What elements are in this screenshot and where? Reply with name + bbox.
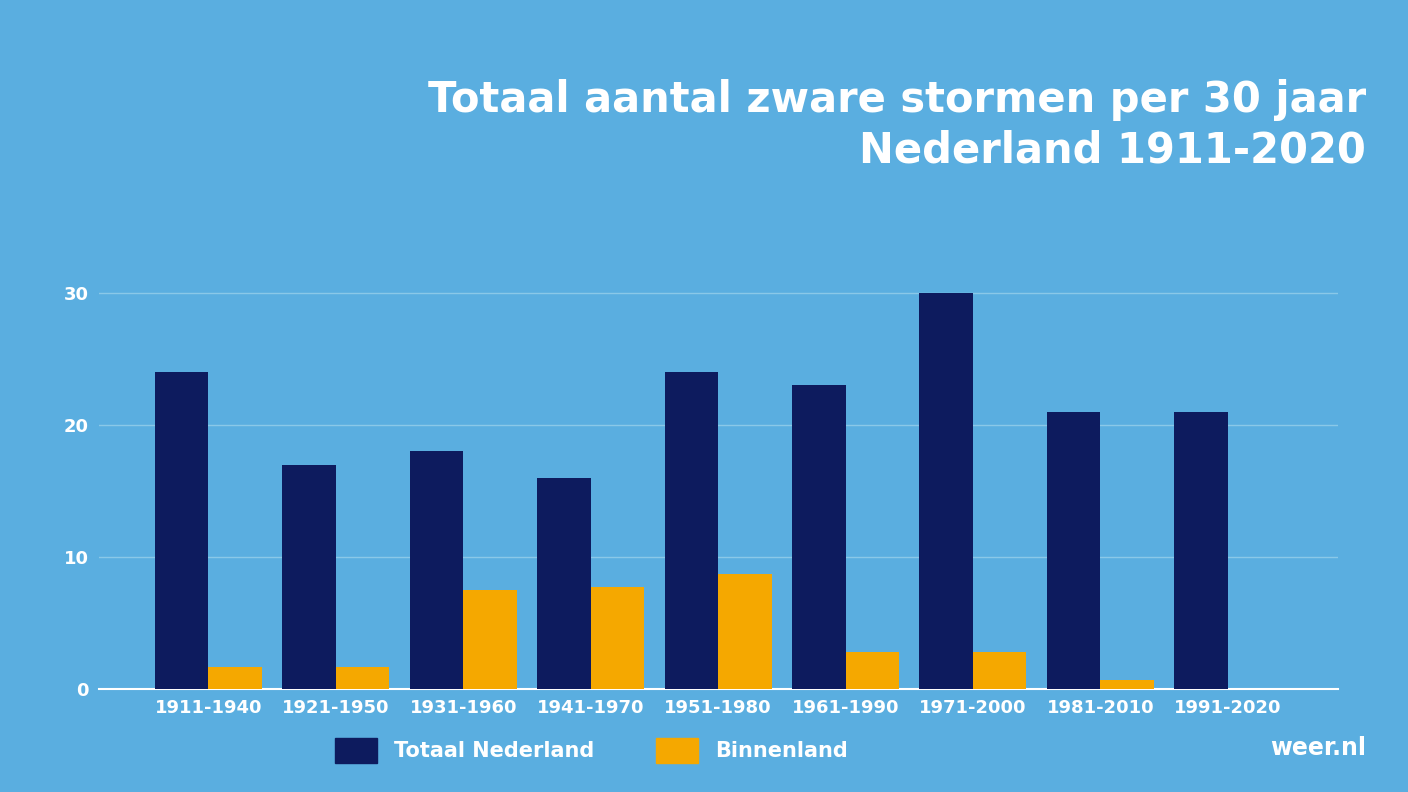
Bar: [1174, 412, 1228, 689]
Bar: [791, 386, 845, 689]
Text: weer.nl: weer.nl: [1270, 737, 1366, 760]
Bar: [282, 465, 337, 689]
Bar: [1046, 412, 1100, 689]
Bar: [919, 293, 973, 689]
Bar: [1100, 680, 1155, 689]
Bar: [208, 667, 262, 689]
Bar: [665, 372, 718, 689]
Legend: Totaal Nederland, Binnenland: Totaal Nederland, Binnenland: [325, 727, 857, 774]
Bar: [463, 590, 517, 689]
Bar: [973, 652, 1026, 689]
Bar: [536, 478, 591, 689]
Bar: [718, 574, 772, 689]
Bar: [591, 588, 645, 689]
Text: Totaal aantal zware stormen per 30 jaar
Nederland 1911-2020: Totaal aantal zware stormen per 30 jaar …: [428, 79, 1366, 171]
Bar: [155, 372, 208, 689]
Bar: [337, 667, 390, 689]
Bar: [410, 451, 463, 689]
Bar: [845, 652, 900, 689]
